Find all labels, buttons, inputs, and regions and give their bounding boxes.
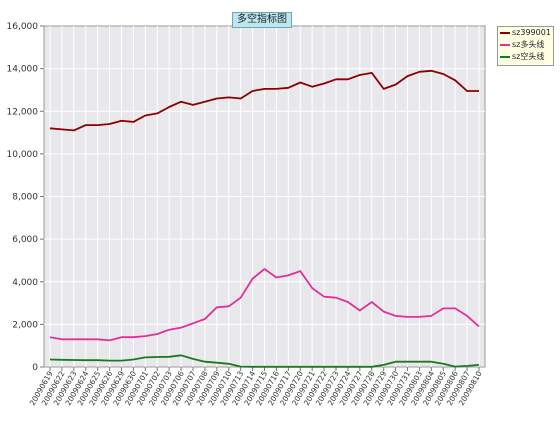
series-line-1 — [49, 268, 480, 342]
legend: sz399001 sz多头线 sz空头线 — [497, 26, 554, 66]
y-tick-label: 10,000 — [7, 150, 39, 160]
legend-swatch — [500, 56, 510, 58]
series-lines — [49, 69, 480, 368]
chart-title: 多空指标图 — [232, 12, 292, 28]
y-tick-label: 0 — [32, 363, 38, 373]
legend-label: sz399001 — [512, 28, 551, 37]
y-axis-ticks: 0 2,000 4,000 6,000 8,000 10,000 12,000 14,000 1… — [7, 22, 44, 373]
y-tick-label: 8,000 — [12, 193, 38, 203]
y-tick-label: 4,000 — [12, 278, 38, 288]
y-tick-label: 16,000 — [7, 22, 39, 32]
legend-label: sz多头线 — [512, 40, 545, 49]
legend-item-sz-bull: sz多头线 — [498, 39, 553, 51]
legend-item-sz399001: sz399001 — [498, 27, 553, 39]
x-axis-ticks: 2009061920090622200906232009062420090625… — [28, 367, 484, 407]
y-tick-label: 14,000 — [7, 65, 39, 75]
legend-item-sz-bear: sz空头线 — [498, 51, 553, 63]
legend-swatch — [500, 32, 510, 34]
y-tick-label: 6,000 — [12, 235, 38, 245]
series-line-0 — [49, 69, 479, 132]
y-tick-label: 2,000 — [12, 320, 38, 330]
legend-label: sz空头线 — [512, 52, 545, 61]
gridlines — [44, 26, 485, 367]
y-tick-label: 12,000 — [7, 107, 39, 117]
legend-swatch — [500, 44, 510, 46]
series-line-2 — [49, 354, 480, 368]
